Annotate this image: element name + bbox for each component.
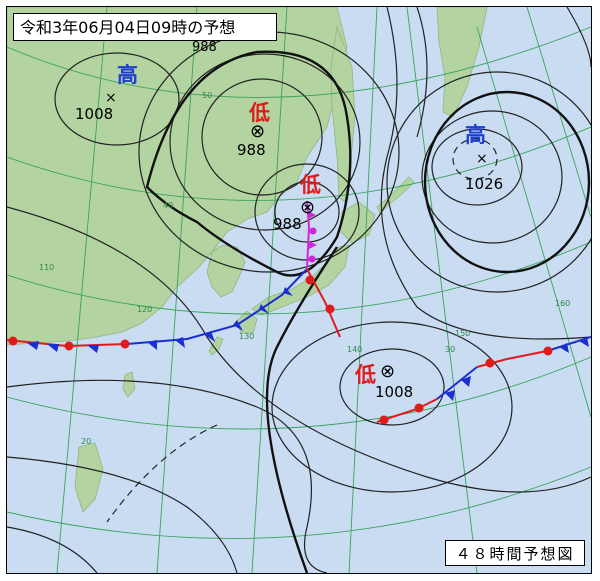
isobar-value-truncated: 988 <box>192 40 217 55</box>
low-pressure-label-japan: 低 <box>300 173 321 197</box>
low-pressure-label-pacific: 低 <box>355 363 376 387</box>
low-pressure-value-pacific: 1008 <box>375 383 414 401</box>
ryukyu <box>208 336 224 356</box>
grid-label-lat-20: 20 <box>81 437 92 446</box>
occluded-front <box>306 200 311 270</box>
forecast-caption: ４８時間予想図 <box>445 540 585 566</box>
isobar-low-japan <box>274 181 340 243</box>
weather-map: 高 × 1008 低 ⊗ 988 低 ⊗ 988 高 × 1026 低 ⊗ 10… <box>6 6 592 574</box>
grid-label-lat-50: 50 <box>202 91 213 100</box>
grid-label-lon-160: 160 <box>555 299 571 308</box>
high-pressure-value-east: 1026 <box>465 175 504 193</box>
high-pressure-label-west: 高 <box>117 63 138 87</box>
grid-label-lon-140: 140 <box>347 345 363 354</box>
isobars-bold <box>145 50 591 573</box>
isobar-dashed <box>106 138 498 523</box>
high-center-marker-west: × <box>105 90 117 106</box>
grid-label-lat-40: 40 <box>163 201 174 210</box>
sakhalin <box>330 25 356 203</box>
pacific-front-cold <box>436 366 478 400</box>
weather-map-canvas <box>7 7 591 573</box>
isobar-1020 <box>423 90 591 274</box>
high-pressure-value-west: 1008 <box>75 105 114 123</box>
taiwan <box>122 371 136 398</box>
isobar-low-pacific <box>339 348 445 426</box>
low-pressure-value-japan: 988 <box>273 215 302 233</box>
low-pressure-label-north: 低 <box>249 101 270 125</box>
grid-label-lon-120: 120 <box>137 305 153 314</box>
isobar-high-east <box>431 128 523 206</box>
kamchatka <box>436 7 488 118</box>
front-symbols <box>8 211 589 425</box>
low-center-marker-pacific: ⊗ <box>380 361 396 382</box>
low-center-marker-japan: ⊗ <box>300 197 316 218</box>
isobars <box>7 7 591 573</box>
isobar-1000 <box>145 50 352 277</box>
forecast-title: 令和3年06月04日09時の予想 <box>13 13 277 41</box>
grid-label-lon-130: 130 <box>239 332 255 341</box>
high-center-marker-east: × <box>476 151 488 167</box>
grid-label-lat-30: 30 <box>445 345 456 354</box>
kyushu <box>236 310 258 334</box>
land-masses <box>7 7 488 513</box>
isobar-high-west <box>54 52 180 146</box>
grid-label-lon-110: 110 <box>39 263 55 272</box>
high-pressure-label-east: 高 <box>465 123 486 147</box>
low-center-marker-north: ⊗ <box>250 121 266 142</box>
grid-label-lon-150: 150 <box>455 329 471 338</box>
isobar-low-north <box>201 78 323 196</box>
low-pressure-value-north: 988 <box>237 141 266 159</box>
luzon <box>74 442 104 513</box>
